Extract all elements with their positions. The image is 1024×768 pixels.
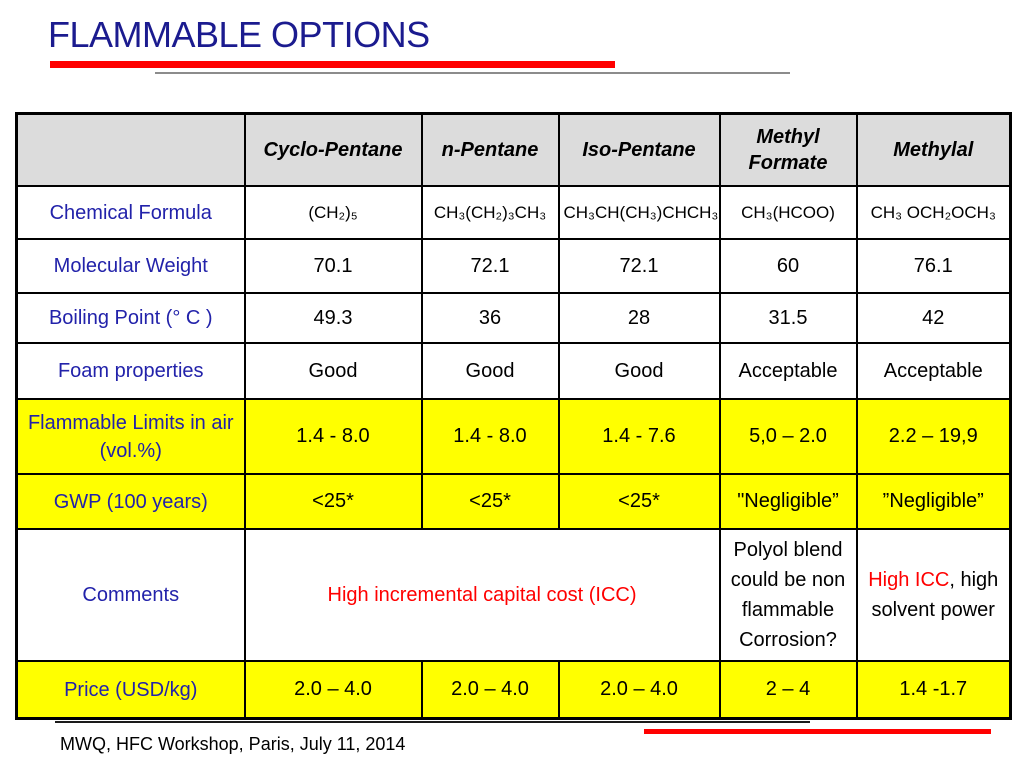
table-row-boiling-point: Boiling Point (° C ) 49.3 36 28 31.5 42	[15, 292, 1012, 344]
table-row-gwp: GWP (100 years) <25* <25* <25* "Negligib…	[15, 473, 1012, 530]
table-cell: 31.5	[718, 292, 858, 344]
table-cell: Acceptable	[855, 342, 1012, 400]
table-cell: 60	[718, 238, 858, 294]
table-cell: 70.1	[243, 238, 423, 294]
table-cell: CH₃CH(CH₃)CHCH₃	[557, 185, 721, 240]
table-row-flammable-limits: Flammable Limits in air (vol.%) 1.4 - 8.…	[15, 398, 1012, 475]
comments-methyl-formate-cell: Polyol blend could be non flammable Corr…	[718, 528, 858, 662]
table-cell: 1.4 -1.7	[855, 660, 1012, 720]
table-cell: 2 – 4	[718, 660, 858, 720]
table-cell: <25*	[243, 473, 423, 530]
table-cell: 1.4 - 7.6	[557, 398, 721, 475]
table-cell: 2.0 – 4.0	[420, 660, 560, 720]
options-table-container: Cyclo-Pentane n-Pentane Iso-Pentane Meth…	[15, 112, 1012, 720]
table-cell: "Negligible”	[718, 473, 858, 530]
row-label-chemical-formula: Chemical Formula	[15, 185, 246, 240]
table-cell: 2.0 – 4.0	[243, 660, 423, 720]
table-cell: Good	[557, 342, 721, 400]
table-row-chemical-formula: Chemical Formula (CH₂)₅ CH₃(CH₂)₃CH₃ CH₃…	[15, 185, 1012, 240]
comments-pentanes-cell: High incremental capital cost (ICC)	[243, 528, 721, 662]
column-header-blank	[15, 112, 246, 187]
table-cell: 76.1	[855, 238, 1012, 294]
table-row-molecular-weight: Molecular Weight 70.1 72.1 72.1 60 76.1	[15, 238, 1012, 294]
table-cell: (CH₂)₅	[243, 185, 423, 240]
table-cell: 1.4 - 8.0	[420, 398, 560, 475]
column-header-n-pentane: n-Pentane	[420, 112, 560, 187]
row-label-comments: Comments	[15, 528, 246, 662]
table-cell: CH₃(CH₂)₃CH₃	[420, 185, 560, 240]
table-cell: Good	[243, 342, 423, 400]
row-label-gwp: GWP (100 years)	[15, 473, 246, 530]
table-header-row: Cyclo-Pentane n-Pentane Iso-Pentane Meth…	[15, 112, 1012, 187]
page-title: FLAMMABLE OPTIONS	[48, 14, 430, 55]
table-cell: <25*	[557, 473, 721, 530]
row-label-flammable-limits: Flammable Limits in air (vol.%)	[15, 398, 246, 475]
table-cell: CH₃(HCOO)	[718, 185, 858, 240]
column-header-methylal: Methylal	[855, 112, 1012, 187]
row-label-price: Price (USD/kg)	[15, 660, 246, 720]
footer-red-accent-line	[644, 729, 991, 734]
table-cell: 28	[557, 292, 721, 344]
comments-methylal-cell: High ICC, high solvent power	[855, 528, 1012, 662]
table-row-price: Price (USD/kg) 2.0 – 4.0 2.0 – 4.0 2.0 –…	[15, 660, 1012, 720]
table-cell: 49.3	[243, 292, 423, 344]
footer-divider-line	[55, 721, 810, 723]
row-label-molecular-weight: Molecular Weight	[15, 238, 246, 294]
table-cell: 72.1	[420, 238, 560, 294]
table-cell: 2.0 – 4.0	[557, 660, 721, 720]
row-label-boiling-point: Boiling Point (° C )	[15, 292, 246, 344]
table-cell: <25*	[420, 473, 560, 530]
title-underline-red	[50, 61, 615, 68]
table-cell: Acceptable	[718, 342, 858, 400]
table-cell: 2.2 – 19,9	[855, 398, 1012, 475]
options-table: Cyclo-Pentane n-Pentane Iso-Pentane Meth…	[15, 112, 1012, 720]
table-cell: 42	[855, 292, 1012, 344]
table-cell: ”Negligible”	[855, 473, 1012, 530]
column-header-cyclo-pentane: Cyclo-Pentane	[243, 112, 423, 187]
table-row-foam-properties: Foam properties Good Good Good Acceptabl…	[15, 342, 1012, 400]
column-header-methyl-formate: Methyl Formate	[718, 112, 858, 187]
footer-caption: MWQ, HFC Workshop, Paris, July 11, 2014	[60, 734, 406, 754]
methylal-comment-rest: , high solvent power	[871, 569, 999, 621]
table-cell: 5,0 – 2.0	[718, 398, 858, 475]
table-cell: 36	[420, 292, 560, 344]
table-cell: Good	[420, 342, 560, 400]
column-header-iso-pentane: Iso-Pentane	[557, 112, 721, 187]
table-row-comments: Comments High incremental capital cost (…	[15, 528, 1012, 662]
table-cell: CH₃ OCH₂OCH₃	[855, 185, 1012, 240]
high-icc-red-text: High ICC	[868, 569, 950, 591]
title-underline-gray	[155, 72, 790, 74]
table-cell: 1.4 - 8.0	[243, 398, 423, 475]
row-label-foam-properties: Foam properties	[15, 342, 246, 400]
table-cell: 72.1	[557, 238, 721, 294]
